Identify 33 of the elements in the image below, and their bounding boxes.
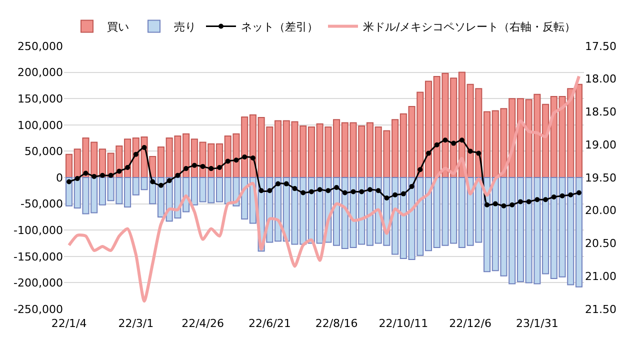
y-tick-label: -200,000 bbox=[14, 276, 63, 290]
y2-tick-label: 20.50 bbox=[585, 237, 616, 250]
legend-label: 米ドル/メキシコペソレート（右軸・反転） bbox=[363, 20, 576, 34]
y-tick-label: -250,000 bbox=[14, 302, 63, 316]
y-tick-label: 50,000 bbox=[24, 145, 63, 158]
x-tick-label: 22/1/4 bbox=[51, 317, 87, 330]
y-tick-label: -50,000 bbox=[20, 198, 63, 211]
y2-tick-label: 20.00 bbox=[585, 204, 616, 218]
legend-label: 買い bbox=[107, 20, 129, 34]
x-tick-label: 22/8/16 bbox=[315, 317, 358, 330]
x-tick-label: 23/1/31 bbox=[516, 317, 558, 330]
y2-tick-label: 19.50 bbox=[585, 171, 616, 184]
line-series bbox=[68, 74, 580, 303]
y2-tick-label: 18.50 bbox=[585, 106, 616, 119]
y-tick-label: 100,000 bbox=[18, 118, 63, 132]
legend-label: ネット（差引） bbox=[241, 20, 318, 34]
y2-tick-label: 17.50 bbox=[585, 40, 616, 53]
x-tick-label: 22/3/1 bbox=[118, 317, 154, 330]
y-tick-label: 250,000 bbox=[18, 40, 63, 53]
y2-tick-label: 18.00 bbox=[585, 72, 616, 86]
y2-tick-label: 21.50 bbox=[585, 302, 616, 316]
y-tick-label: 200,000 bbox=[18, 66, 63, 80]
legend-label: 売り bbox=[174, 20, 196, 34]
x-tick-label: 22/6/21 bbox=[248, 317, 291, 330]
x-tick-label: 22/10/11 bbox=[378, 317, 428, 330]
y-tick-label: 150,000 bbox=[18, 92, 63, 106]
x-tick-label: 22/4/26 bbox=[182, 317, 224, 330]
y-tick-label: -150,000 bbox=[14, 250, 63, 264]
y-tick-label: -100,000 bbox=[14, 224, 63, 237]
y2-tick-label: 19.00 bbox=[585, 138, 616, 152]
y-tick-label: 0 bbox=[56, 171, 63, 184]
x-tick-label: 22/12/6 bbox=[449, 317, 492, 330]
y2-tick-label: 21.00 bbox=[585, 270, 616, 283]
